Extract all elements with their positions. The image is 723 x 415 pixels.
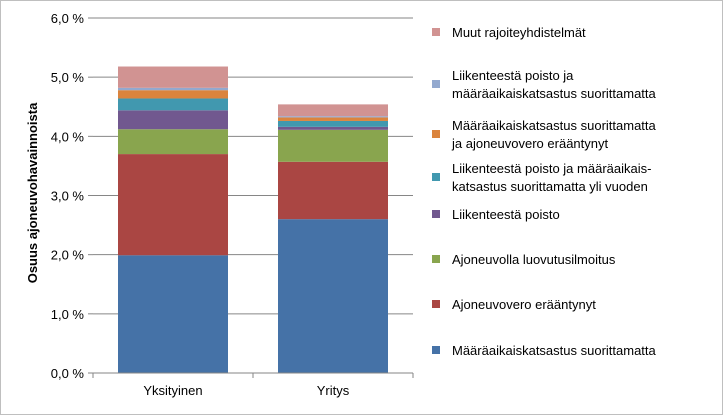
legend-swatch bbox=[432, 346, 440, 354]
legend-swatch bbox=[432, 210, 440, 218]
legend-label: Liikenteestä poisto ja määräaikais- bbox=[452, 161, 651, 176]
legend-swatch bbox=[432, 130, 440, 138]
legend-label: Muut rajoiteyhdistelmät bbox=[452, 25, 586, 40]
y-tick-label: 3,0 % bbox=[51, 189, 85, 204]
bar-segment-2-7 bbox=[278, 116, 388, 118]
legend-label: ja ajoneuvovero erääntynyt bbox=[451, 136, 608, 151]
y-tick-label: 0,0 % bbox=[51, 366, 85, 381]
legend-label: Ajoneuvolla luovutusilmoitus bbox=[452, 252, 616, 267]
y-tick-label: 2,0 % bbox=[51, 248, 85, 263]
bar-segment-2-1 bbox=[278, 219, 388, 373]
legend-swatch bbox=[432, 173, 440, 181]
bars bbox=[118, 66, 388, 373]
legend-label: Ajoneuvovero erääntynyt bbox=[452, 297, 596, 312]
legend-label: määräaikaiskatsastus suorittamatta bbox=[452, 86, 657, 101]
legend-label: Määräaikaiskatsastus suorittamatta bbox=[452, 118, 657, 133]
legend-item: Liikenteestä poisto ja määräaikais-katsa… bbox=[432, 161, 651, 194]
bar-segment-2-4 bbox=[278, 126, 388, 130]
bar-segment-2-6 bbox=[278, 117, 388, 121]
bar-segment-2-2 bbox=[278, 161, 388, 220]
bar-segment-1-1 bbox=[118, 255, 228, 373]
legend-label: Määräaikaiskatsastus suorittamatta bbox=[452, 343, 657, 358]
bar-segment-1-3 bbox=[118, 129, 228, 155]
legend-item: Määräaikaiskatsastus suorittamatta bbox=[432, 343, 657, 358]
bar-segment-2-3 bbox=[278, 129, 388, 162]
x-tick-label: Yritys bbox=[317, 383, 350, 398]
bar-segment-1-4 bbox=[118, 110, 228, 130]
y-axis-ticks: 0,0 % 1,0 % 2,0 % 3,0 % 4,0 % 5,0 % 6,0 % bbox=[51, 11, 93, 381]
bar-segment-2-8 bbox=[278, 104, 388, 117]
bar-segment-1-5 bbox=[118, 98, 228, 111]
legend-item: Ajoneuvovero erääntynyt bbox=[432, 297, 596, 312]
bar-segment-1-8 bbox=[118, 66, 228, 88]
legend: Muut rajoiteyhdistelmät Liikenteestä pois… bbox=[432, 25, 657, 358]
x-axis: Yksityinen Yritys bbox=[92, 372, 414, 398]
legend-swatch bbox=[432, 28, 440, 36]
legend-label: Liikenteestä poisto bbox=[452, 207, 560, 222]
legend-item: Muut rajoiteyhdistelmät bbox=[432, 25, 586, 40]
bar-segment-1-7 bbox=[118, 87, 228, 91]
legend-swatch bbox=[432, 255, 440, 263]
y-tick-label: 5,0 % bbox=[51, 70, 85, 85]
legend-swatch bbox=[432, 300, 440, 308]
legend-label: katsastus suorittamatta yli vuoden bbox=[452, 179, 648, 194]
legend-label: Liikenteestä poisto ja bbox=[452, 68, 574, 83]
bar-segment-1-2 bbox=[118, 154, 228, 256]
legend-item: Liikenteestä poisto ja määräaikaiskatsast… bbox=[432, 68, 657, 101]
legend-item: Ajoneuvolla luovutusilmoitus bbox=[432, 252, 616, 267]
legend-swatch bbox=[432, 80, 440, 88]
bar-segment-1-6 bbox=[118, 90, 228, 99]
y-tick-label: 1,0 % bbox=[51, 307, 85, 322]
legend-item: Liikenteestä poisto bbox=[432, 207, 560, 222]
x-tick-label: Yksityinen bbox=[143, 383, 202, 398]
legend-item: Määräaikaiskatsastus suorittamatta ja ajo… bbox=[432, 118, 657, 151]
bar-segment-2-5 bbox=[278, 120, 388, 127]
y-tick-label: 6,0 % bbox=[51, 11, 85, 26]
y-tick-label: 4,0 % bbox=[51, 129, 85, 144]
y-axis-label: Osuus ajoneuvohavainnoista bbox=[25, 102, 40, 283]
